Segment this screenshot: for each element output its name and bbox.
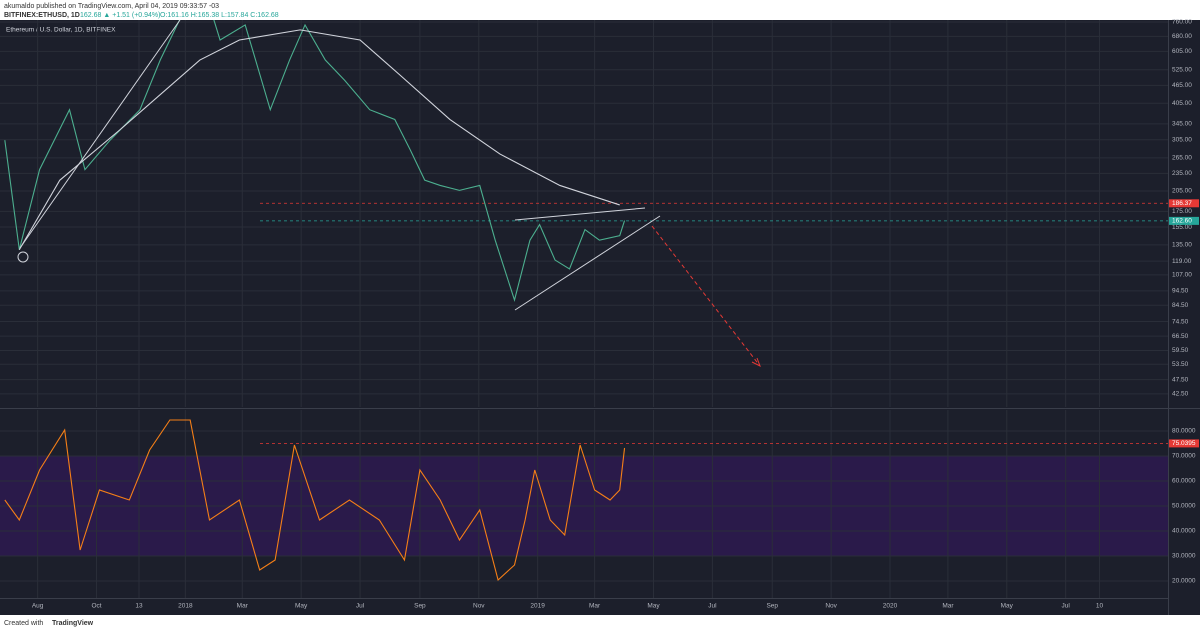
y-tick-label: 84.50 bbox=[1172, 302, 1189, 309]
y-tick-label: 405.00 bbox=[1172, 100, 1192, 107]
chart-title: Ethereum / U.S. Dollar, 1D, BITFINEX bbox=[6, 27, 116, 34]
x-tick-label: Nov bbox=[825, 603, 837, 610]
x-tick-label: Aug bbox=[32, 603, 44, 610]
y-tick-label: 66.50 bbox=[1172, 333, 1189, 340]
y-tick-label: 40.0000 bbox=[1172, 528, 1196, 535]
level-tag bbox=[1169, 216, 1199, 225]
y-tick-label: 605.00 bbox=[1172, 48, 1192, 55]
y-tick-label: 155.00 bbox=[1172, 224, 1192, 231]
x-tick-label: Mar bbox=[942, 603, 954, 610]
y-tick-label: 20.0000 bbox=[1172, 578, 1196, 585]
x-tick-label: Jul bbox=[356, 603, 365, 610]
footer-created: Created with bbox=[4, 620, 43, 627]
x-tick-label: Nov bbox=[473, 603, 485, 610]
level-tag bbox=[1169, 439, 1199, 448]
change: 162.68 ▲ +1.51 (+0.94%) bbox=[80, 12, 160, 19]
x-tick-label: Sep bbox=[766, 603, 778, 610]
x-tick-label: Sep bbox=[414, 603, 426, 610]
y-tick-label: 175.00 bbox=[1172, 208, 1192, 215]
y-tick-label: 47.50 bbox=[1172, 376, 1189, 383]
level-label: 162.60 bbox=[1172, 218, 1192, 225]
x-tick-label: Oct bbox=[91, 603, 101, 610]
ohlc: O:161.16 H:165.38 L:157.84 C:162.68 bbox=[160, 12, 279, 19]
y-tick-label: 525.00 bbox=[1172, 66, 1192, 73]
y-tick-label: 42.50 bbox=[1172, 391, 1189, 398]
x-tick-label: 2018 bbox=[178, 603, 193, 610]
author-line: akumaldo published on TradingView.com, A… bbox=[4, 3, 219, 10]
x-tick-label: 2020 bbox=[883, 603, 898, 610]
y-tick-label: 760.00 bbox=[1172, 19, 1192, 26]
y-tick-label: 80.0000 bbox=[1172, 428, 1196, 435]
x-tick-label: Jul bbox=[1062, 603, 1071, 610]
series-line bbox=[18, 29, 620, 251]
drawings bbox=[17, 19, 761, 368]
y-tick-label: 305.00 bbox=[1172, 136, 1192, 143]
y-tick-label: 74.50 bbox=[1172, 318, 1189, 325]
header-bg bbox=[0, 0, 1200, 20]
y-tick-label: 205.00 bbox=[1172, 188, 1192, 195]
y-tick-label: 30.0000 bbox=[1172, 553, 1196, 560]
y-tick-label: 107.00 bbox=[1172, 272, 1192, 279]
y-tick-label: 70.0000 bbox=[1172, 453, 1196, 460]
y-tick-label: 119.00 bbox=[1172, 258, 1192, 265]
y-tick-label: 265.00 bbox=[1172, 155, 1192, 162]
y-tick-label: 60.0000 bbox=[1172, 478, 1196, 485]
y-tick-label: 465.00 bbox=[1172, 82, 1192, 89]
level-label: 186.37 bbox=[1172, 200, 1192, 207]
y-tick-label: 135.00 bbox=[1172, 242, 1192, 249]
x-tick-label: May bbox=[1001, 603, 1014, 610]
x-tick-label: May bbox=[647, 603, 660, 610]
y-tick-label: 59.50 bbox=[1172, 347, 1189, 354]
symbol: BITFINEX:ETHUSD, 1D bbox=[4, 12, 80, 19]
series-line bbox=[4, 419, 626, 582]
x-tick-label: Mar bbox=[237, 603, 249, 610]
level-tag bbox=[1169, 199, 1199, 208]
x-tick-label: 10 bbox=[1096, 603, 1104, 610]
y-tick-label: 53.50 bbox=[1172, 361, 1189, 368]
y-tick-label: 94.50 bbox=[1172, 288, 1189, 295]
x-tick-label: 2019 bbox=[530, 603, 545, 610]
footer-brand[interactable]: TradingView bbox=[52, 620, 94, 627]
x-tick-label: Jul bbox=[708, 603, 717, 610]
level-label: 75.0395 bbox=[1172, 440, 1196, 447]
x-tick-label: 13 bbox=[135, 603, 143, 610]
y-tick-label: 680.00 bbox=[1172, 33, 1192, 40]
x-tick-label: Mar bbox=[589, 603, 601, 610]
y-tick-label: 345.00 bbox=[1172, 121, 1192, 128]
x-tick-label: May bbox=[295, 603, 308, 610]
y-tick-label: 50.0000 bbox=[1172, 503, 1196, 510]
y-tick-label: 235.00 bbox=[1172, 170, 1192, 177]
